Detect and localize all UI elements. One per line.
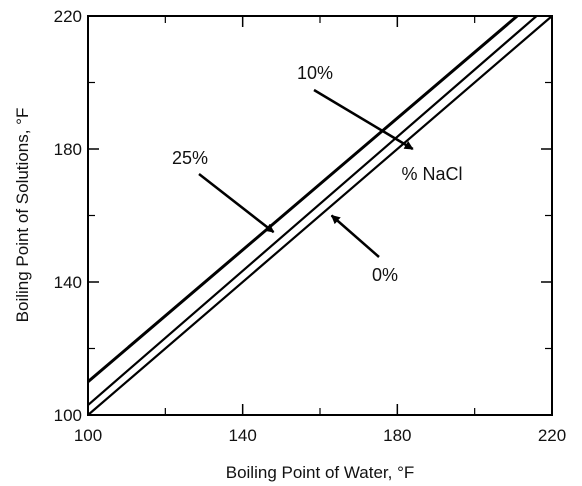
x-axis-title: Boiling Point of Water, °F: [226, 463, 415, 482]
x-tick-label: 220: [538, 426, 566, 445]
annotation-arrow: [330, 214, 380, 258]
annotation-label: % NaCl: [401, 164, 462, 184]
series-line-10pct: [88, 16, 538, 406]
x-tick-label: 180: [383, 426, 411, 445]
y-tick-label: 180: [54, 140, 82, 159]
y-tick-label: 100: [54, 406, 82, 425]
series-line-25pct: [88, 16, 519, 383]
annotation-label: 10%: [297, 63, 333, 83]
annotation-label: 25%: [172, 148, 208, 168]
x-tick-label: 140: [228, 426, 256, 445]
annotation-arrow: [198, 173, 275, 234]
y-axis-title: Boiling Point of Solutions, °F: [13, 108, 32, 323]
x-tick-label: 100: [74, 426, 102, 445]
y-tick-label: 140: [54, 273, 82, 292]
annotation-arrow: [313, 88, 414, 151]
annotation-label: 0%: [372, 265, 398, 285]
series-line-0pct: [88, 16, 552, 415]
y-tick-label: 220: [54, 7, 82, 26]
